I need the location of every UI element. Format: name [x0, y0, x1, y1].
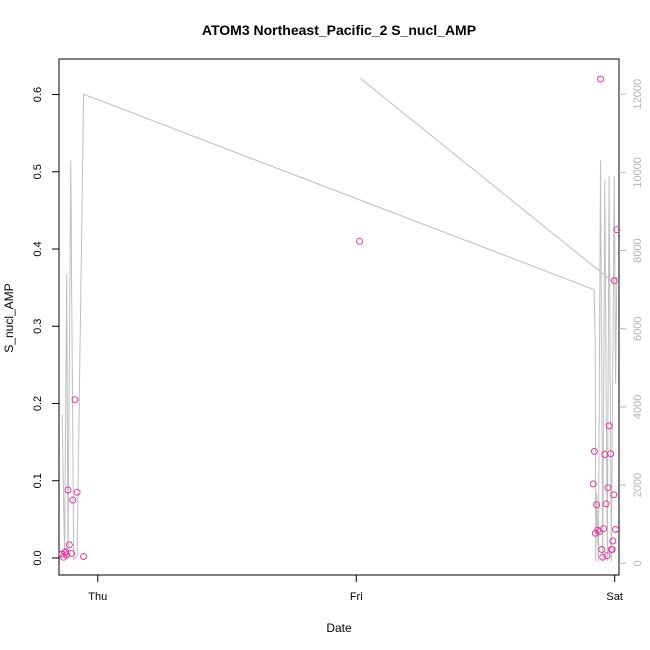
y2-tick-label: 8000 — [632, 238, 644, 262]
data-point — [73, 488, 81, 496]
data-point — [69, 496, 77, 504]
y-axis-label: S_nucl_AMP — [2, 283, 16, 352]
data-point — [65, 541, 73, 549]
data-point — [604, 484, 612, 492]
plot-layer: Thu Fri Sat 0.0 0.1 0.2 0.3 0.4 0.5 0.6 0 2000 4000 6… — [32, 75, 644, 603]
data-point — [61, 549, 69, 557]
data-point — [613, 226, 621, 234]
y-tick-label: 0.6 — [32, 87, 44, 102]
y-tick-label: 0.3 — [32, 319, 44, 334]
data-point — [605, 422, 613, 430]
data-point — [593, 501, 601, 509]
y2-tick-label: 10000 — [632, 157, 644, 188]
plot-frame — [58, 58, 620, 576]
data-point — [612, 525, 620, 533]
data-point — [64, 486, 72, 494]
data-point — [602, 500, 610, 508]
data-point — [610, 277, 618, 285]
x-tick-label: Sat — [606, 591, 623, 603]
y-tick-label: 0.0 — [32, 550, 44, 565]
data-point — [607, 450, 615, 458]
data-point — [80, 553, 88, 560]
data-point — [63, 551, 71, 559]
chart-title: ATOM3 Northeast_Pacific_2 S_nucl_AMP — [202, 22, 476, 38]
y-tick-label: 0.1 — [32, 473, 44, 488]
x-tick-label: Fri — [350, 591, 363, 603]
data-point — [590, 447, 598, 455]
data-point — [68, 549, 76, 557]
y2-tick-label: 12000 — [632, 79, 644, 110]
data-point — [600, 525, 608, 533]
data-point — [597, 75, 604, 83]
data-point — [599, 553, 607, 561]
data-point — [609, 537, 617, 545]
y-tick-label: 0.2 — [32, 396, 44, 411]
y2-tick-label: 0 — [632, 560, 644, 566]
data-point — [598, 546, 606, 553]
data-point — [608, 546, 616, 553]
x-axis-label: Date — [326, 621, 352, 635]
data-point — [356, 237, 364, 245]
y-tick-label: 0.5 — [32, 164, 44, 179]
data-point — [603, 552, 611, 560]
data-point — [610, 491, 618, 499]
y2-tick-label: 4000 — [632, 395, 644, 419]
y-tick-label: 0.4 — [32, 241, 44, 256]
data-point — [71, 396, 79, 404]
x-tick-label: Thu — [88, 591, 107, 603]
y2-tick-label: 6000 — [632, 316, 644, 340]
y2-tick-label: 2000 — [632, 473, 644, 497]
data-point — [589, 480, 597, 488]
